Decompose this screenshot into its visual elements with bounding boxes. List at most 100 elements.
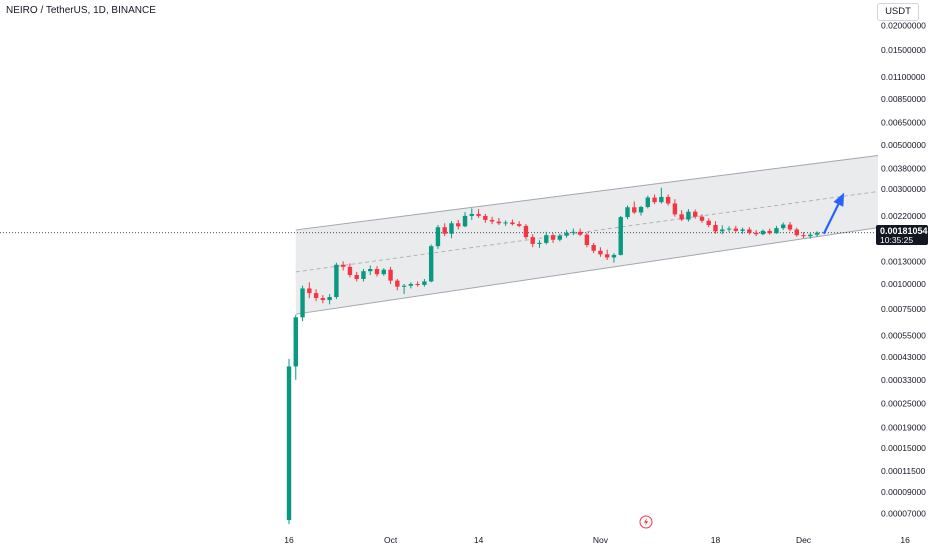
candle — [618, 215, 623, 256]
candle-body — [740, 229, 745, 231]
candles — [286, 187, 820, 525]
candle — [286, 358, 292, 525]
candle-body — [665, 196, 671, 204]
candle-body — [415, 284, 420, 285]
candle-body — [442, 227, 447, 234]
candle-body — [767, 230, 772, 234]
x-tick-label: 18 — [711, 535, 721, 545]
candle-body — [428, 246, 434, 282]
candle — [645, 195, 651, 209]
candle — [293, 314, 298, 380]
candle-body — [571, 231, 576, 233]
candle-body — [313, 293, 319, 299]
currency-button[interactable]: USDT — [877, 3, 919, 21]
candle — [408, 282, 414, 289]
y-tick-label: 0.01100000 — [881, 72, 926, 82]
candle — [564, 229, 569, 238]
candle — [672, 199, 678, 217]
candle — [794, 227, 799, 237]
candle — [327, 294, 332, 305]
candle — [584, 232, 590, 248]
candle-body — [598, 250, 603, 255]
price-axis[interactable]: 0.02000000 0.01500000 0.01100000 0.00850000… — [881, 20, 926, 518]
candle — [591, 242, 596, 254]
y-tick-label: 0.00075000 — [881, 304, 926, 314]
y-tick-label: 0.00500000 — [881, 140, 926, 150]
candle-body — [293, 317, 298, 367]
channel-upper-line[interactable] — [295, 154, 879, 231]
y-tick-label: 0.00019000 — [881, 422, 926, 432]
x-tick-label: Nov — [593, 535, 609, 545]
candle — [462, 212, 468, 228]
candle — [781, 222, 786, 230]
candle — [706, 218, 711, 228]
candle — [428, 244, 434, 283]
candle-body — [747, 229, 752, 233]
arrow-shaft — [822, 203, 840, 235]
candle — [395, 278, 400, 291]
candle — [313, 289, 319, 302]
candle-body — [469, 213, 474, 216]
candle-body — [510, 222, 515, 225]
candle-body — [496, 221, 502, 224]
candle-body — [774, 228, 779, 234]
candle — [753, 229, 759, 237]
candle-body — [801, 235, 806, 237]
candle-body — [699, 216, 705, 221]
candle-body — [286, 366, 292, 521]
candle — [604, 249, 610, 261]
candle-body — [476, 213, 481, 216]
candle-body — [537, 242, 542, 244]
candle — [422, 278, 427, 287]
candle — [368, 265, 373, 275]
candle — [537, 240, 542, 248]
candle-body — [456, 223, 461, 227]
candle — [550, 233, 556, 243]
candle-body — [327, 297, 332, 301]
candle — [659, 187, 664, 204]
candle-body — [523, 225, 529, 238]
y-tick-label: 0.00100000 — [881, 279, 926, 289]
candle-body — [645, 197, 651, 207]
y-tick-label: 0.00220000 — [881, 211, 926, 221]
candle-body — [550, 235, 556, 240]
candle — [679, 210, 684, 222]
candle-body — [625, 207, 630, 218]
y-tick-label: 0.01500000 — [881, 45, 926, 55]
lightning-icon[interactable] — [639, 515, 653, 529]
x-tick-label: 16 — [900, 535, 910, 545]
candle — [496, 217, 502, 226]
candle-body — [686, 211, 691, 220]
candle-body — [361, 271, 366, 279]
candle — [577, 228, 583, 237]
candle — [523, 224, 529, 240]
candle-body — [347, 266, 353, 275]
channel-lower-line[interactable] — [295, 227, 879, 315]
candle — [665, 194, 671, 206]
candle-body — [320, 298, 326, 301]
time-axis[interactable]: 16Oct14Nov18Dec16202513 — [284, 535, 932, 545]
x-tick-label: 14 — [474, 535, 484, 545]
candle-body — [753, 232, 759, 235]
arrow-drawing[interactable] — [822, 192, 845, 235]
candle-body — [618, 217, 623, 255]
candle — [598, 247, 603, 257]
candle — [354, 271, 359, 282]
candle-body — [408, 284, 414, 286]
candle — [469, 208, 474, 220]
candle — [442, 223, 447, 237]
candle — [510, 219, 515, 226]
y-tick-label: 0.00033000 — [881, 375, 926, 385]
y-tick-label: 0.00009000 — [881, 487, 926, 497]
candle-body — [340, 264, 346, 267]
y-tick-label: 0.00300000 — [881, 184, 926, 194]
candle-body — [530, 237, 535, 244]
symbol-title[interactable]: NEIRO / TetherUS, 1D, BINANCE — [6, 5, 156, 16]
candle-body — [544, 235, 549, 243]
candle — [435, 225, 441, 249]
candle — [611, 253, 617, 263]
candle — [320, 295, 326, 304]
candle — [516, 221, 522, 228]
candle-body — [808, 234, 813, 237]
